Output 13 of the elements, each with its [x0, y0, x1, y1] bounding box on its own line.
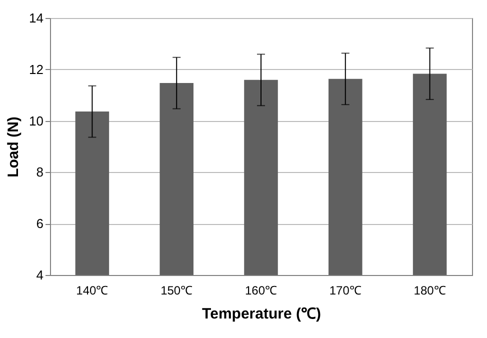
x-tick-label: 140℃ [76, 284, 108, 298]
y-axis-title: Load (N) [5, 116, 22, 178]
x-tick-label: 170℃ [329, 284, 362, 298]
x-tick-label: 160℃ [244, 284, 278, 298]
x-tick-label: 150℃ [160, 284, 193, 298]
y-tick-label: 14 [29, 10, 44, 26]
x-tick-label: 180℃ [414, 284, 446, 298]
y-tick-label: 10 [29, 113, 44, 128]
y-tick-label: 8 [36, 164, 44, 180]
y-tick-label: 12 [29, 62, 44, 77]
y-tick-label: 4 [36, 268, 44, 282]
x-axis-title: Temperature (℃) [202, 306, 321, 322]
y-tick-label: 6 [36, 216, 44, 232]
